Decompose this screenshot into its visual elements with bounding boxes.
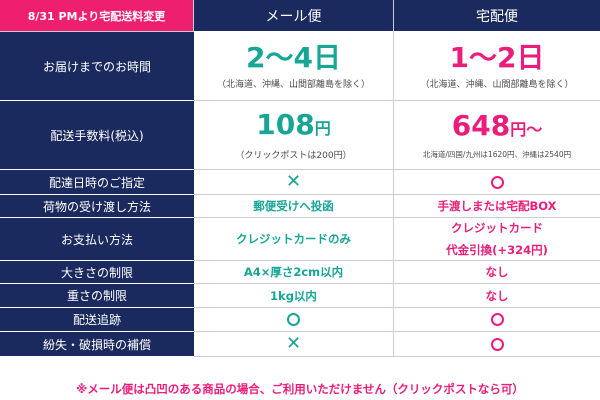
row-label-size-limit: 大きさの制限 (0, 261, 194, 284)
column-header-takuhai: 宅配便 (394, 0, 600, 32)
takuhai-payment-value-1: クレジットカード (451, 221, 543, 235)
takuhai-payment: クレジットカード 代金引換(+324円) (394, 218, 600, 261)
takuhai-fee-unit: 円〜 (510, 120, 543, 139)
row-label-payment: お支払い方法 (0, 218, 194, 261)
mail-date-spec: ✕ (194, 170, 394, 195)
cross-icon: ✕ (285, 171, 302, 192)
mail-size-limit: A4×厚さ2cm以内 (194, 261, 394, 284)
mail-fee-note: （クリックポストは200円） (235, 151, 352, 161)
takuhai-tracking (394, 308, 600, 332)
row-label-tracking: 配送追跡 (0, 308, 194, 332)
row-label-delivery-time: お届けまでのお時間 (0, 32, 194, 101)
mail-weight-limit-value: 1kg以内 (270, 288, 317, 303)
mail-size-limit-value: A4×厚さ2cm以内 (243, 265, 344, 279)
mail-compensation: ✕ (194, 332, 394, 357)
takuhai-weight-limit: なし (394, 284, 600, 308)
row-label-size-limit-text: 大きさの制限 (60, 265, 133, 280)
row-label-fee-text: 配送手数料(税込) (50, 128, 144, 143)
takuhai-fee: 648円〜 北海道/四国/九州は1620円、沖縄は2540円 (394, 101, 600, 170)
mail-handover: 郵便受けへ投函 (194, 195, 394, 218)
footnote: ※メール便は凸凹のある商品の場合、ご利用いただけません（クリックポストなら可） (0, 377, 600, 400)
shipping-change-notice: 8/31 PMより宅配送料変更 (0, 0, 194, 32)
row-label-compensation: 紛失・破損時の補償 (0, 332, 194, 357)
mail-delivery-time-value: 2〜4日 (246, 41, 341, 74)
row-label-weight-limit: 重さの制限 (0, 284, 194, 308)
circle-icon (490, 175, 504, 189)
row-label-weight-limit-text: 重さの制限 (66, 289, 127, 303)
mail-delivery-time-note: （北海道、沖縄、山間部離島を除く） (216, 80, 370, 90)
row-label-handover-text: 荷物の受け渡し方法 (42, 199, 151, 214)
circle-icon (490, 313, 504, 326)
takuhai-delivery-time-note: （北海道、沖縄、山間部離島を除く） (420, 80, 574, 90)
row-label-payment-text: お支払い方法 (60, 232, 133, 247)
mail-weight-limit: 1kg以内 (194, 284, 394, 308)
mail-tracking (194, 308, 394, 332)
row-label-delivery-time-text: お届けまでのお時間 (42, 59, 151, 74)
takuhai-handover-value: 手渡しまたは宅配BOX (437, 199, 557, 213)
row-label-date-spec: 配達日時のご指定 (0, 170, 194, 195)
mail-fee-value: 108 (256, 108, 315, 141)
takuhai-size-limit: なし (394, 261, 600, 284)
mail-fee: 108円 （クリックポストは200円） (194, 101, 394, 170)
mail-delivery-time: 2〜4日 （北海道、沖縄、山間部離島を除く） (194, 32, 394, 101)
takuhai-payment-value-2: 代金引換(+324円) (446, 243, 548, 257)
takuhai-fee-amount: 648円〜 (452, 110, 542, 146)
cross-icon: ✕ (285, 333, 302, 354)
circle-icon (287, 313, 300, 326)
mail-fee-amount: 108円 (256, 109, 330, 145)
row-label-tracking-text: 配送追跡 (72, 313, 121, 327)
row-label-compensation-text: 紛失・破損時の補償 (42, 337, 151, 352)
column-header-mail: メール便 (194, 0, 394, 32)
mail-payment: クレジットカードのみ (194, 218, 394, 261)
takuhai-date-spec (394, 170, 600, 195)
takuhai-size-limit-value: なし (485, 265, 509, 279)
shipping-comparison-table: 8/31 PMより宅配送料変更 メール便 宅配便 お届けまでのお時間 2〜4日 … (0, 0, 600, 357)
takuhai-fee-value: 648 (451, 109, 511, 142)
takuhai-compensation (394, 332, 600, 357)
mail-handover-value: 郵便受けへ投函 (253, 199, 334, 213)
circle-icon (490, 337, 504, 351)
column-header-mail-text: メール便 (265, 8, 322, 25)
mail-payment-value: クレジットカードのみ (236, 232, 351, 246)
column-header-takuhai-text: 宅配便 (476, 8, 518, 25)
takuhai-delivery-time: 1〜2日 （北海道、沖縄、山間部離島を除く） (394, 32, 600, 101)
takuhai-weight-limit-value: なし (485, 288, 509, 303)
footnote-text: ※メール便は凸凹のある商品の場合、ご利用いただけません（クリックポストなら可） (76, 381, 524, 396)
takuhai-fee-note: 北海道/四国/九州は1620円、沖縄は2540円 (422, 150, 572, 159)
shipping-change-notice-text: 8/31 PMより宅配送料変更 (27, 9, 166, 23)
mail-fee-unit: 円 (314, 119, 331, 138)
row-label-date-spec-text: 配達日時のご指定 (48, 175, 145, 190)
takuhai-handover: 手渡しまたは宅配BOX (394, 195, 600, 218)
row-label-handover: 荷物の受け渡し方法 (0, 195, 194, 218)
takuhai-delivery-time-value: 1〜2日 (449, 41, 545, 74)
row-label-fee: 配送手数料(税込) (0, 101, 194, 170)
